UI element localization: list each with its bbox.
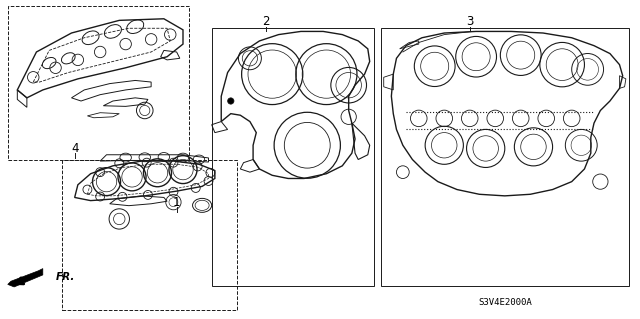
Bar (212, 28, 374, 286)
Text: 4: 4 (71, 142, 79, 155)
Polygon shape (8, 269, 43, 287)
Text: 2: 2 (262, 15, 269, 28)
Text: S3V4E2000A: S3V4E2000A (478, 298, 532, 307)
Text: 3: 3 (466, 15, 474, 28)
Bar (62, 160, 237, 310)
Bar (381, 28, 629, 286)
Ellipse shape (228, 98, 234, 104)
Text: FR.: FR. (56, 272, 75, 282)
Bar (8, 6, 189, 160)
Text: 1: 1 (173, 196, 180, 209)
